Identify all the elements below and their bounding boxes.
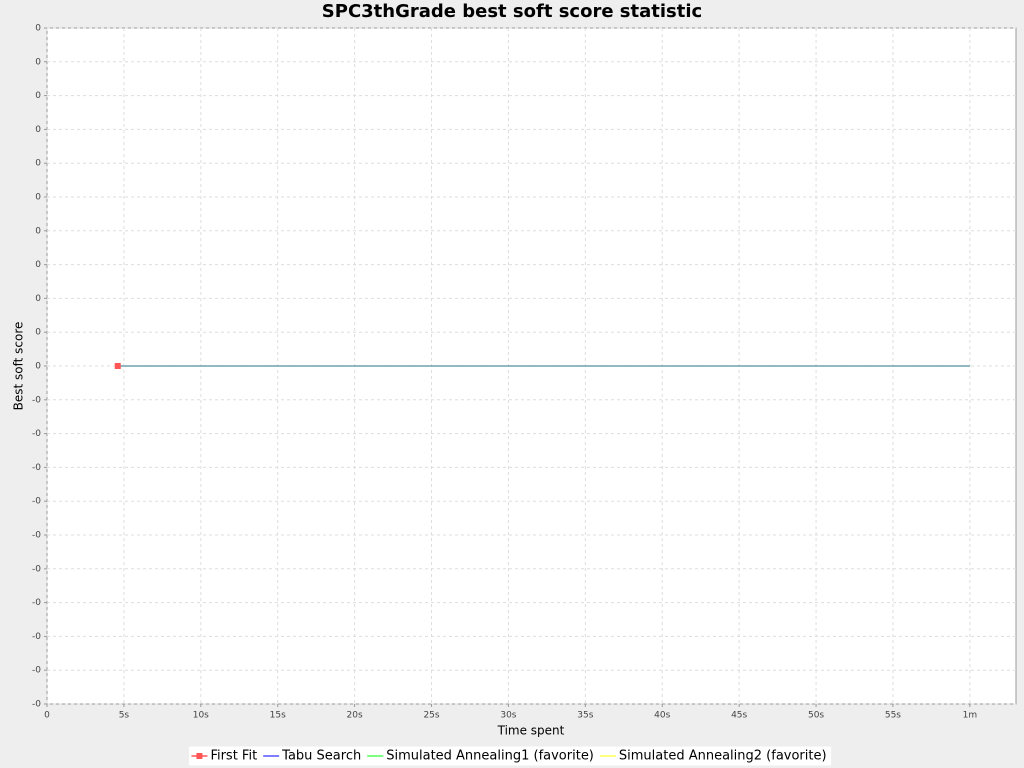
y-tick-label: -0 <box>32 564 41 574</box>
legend-label: Simulated Annealing2 (favorite) <box>619 749 827 764</box>
legend-item: Simulated Annealing2 (favorite) <box>599 749 827 764</box>
x-tick-label: 25s <box>423 711 439 721</box>
y-tick-label: 0 <box>35 226 41 236</box>
y-axis-label: Best soft score <box>12 322 26 411</box>
y-tick-label: 0 <box>35 193 41 203</box>
y-tick-label: -0 <box>32 463 41 473</box>
legend-label: First Fit <box>210 749 257 764</box>
y-tick-label: 0 <box>35 328 41 338</box>
x-tick-label: 55s <box>885 711 901 721</box>
x-axis-label: Time spent <box>497 724 565 738</box>
legend-item: Simulated Annealing1 (favorite) <box>367 749 594 764</box>
legend-label: Tabu Search <box>281 749 361 764</box>
x-tick-label: 40s <box>654 711 670 721</box>
series-marker <box>114 363 121 369</box>
legend-item: Tabu Search <box>263 749 361 764</box>
y-tick-label: 0 <box>35 125 41 135</box>
x-tick-label: 45s <box>731 711 747 721</box>
y-tick-label: 0 <box>35 159 41 169</box>
x-tick-label: 30s <box>500 711 516 721</box>
x-tick-label: 50s <box>808 711 824 721</box>
x-tick-label: 20s <box>347 711 363 721</box>
legend-marker <box>196 753 203 759</box>
y-tick-label: 0 <box>35 24 41 34</box>
y-tick-label: -0 <box>32 632 41 642</box>
y-tick-label: -0 <box>32 429 41 439</box>
legend-label: Simulated Annealing1 (favorite) <box>386 749 594 764</box>
chart-title: SPC3thGrade best soft score statistic <box>322 1 702 22</box>
legend-item: First Fit <box>191 749 257 764</box>
y-tick-label: -0 <box>32 395 41 405</box>
y-tick-label: 0 <box>35 362 41 372</box>
y-tick-label: -0 <box>32 598 41 608</box>
legend: First Fit Tabu Search Simulated Annealing1… <box>187 745 833 767</box>
legend-box <box>187 745 833 767</box>
y-tick-label: -0 <box>32 700 41 710</box>
x-tick-label: 35s <box>577 711 593 721</box>
y-tick-label: -0 <box>32 497 41 507</box>
y-tick-label: 0 <box>35 260 41 270</box>
y-tick-label: -0 <box>32 666 41 676</box>
y-tick-label: 0 <box>35 294 41 304</box>
x-tick-label: 15s <box>270 711 286 721</box>
y-tick-label: 0 <box>35 91 41 101</box>
x-tick-label: 1m <box>963 711 978 721</box>
y-tick-label: 0 <box>35 57 41 67</box>
x-tick-label: 0 <box>44 711 50 721</box>
x-tick-label: 10s <box>193 711 209 721</box>
y-tick-label: -0 <box>32 531 41 541</box>
x-tick-label: 5s <box>119 711 130 721</box>
